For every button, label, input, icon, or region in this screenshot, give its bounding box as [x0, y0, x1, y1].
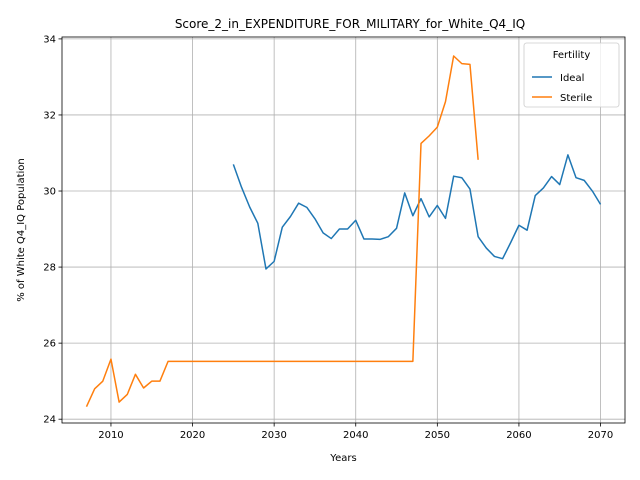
x-tick-label: 2040	[343, 430, 368, 441]
series-line-ideal	[232, 154, 602, 270]
x-tick-label: 2010	[98, 430, 123, 441]
legend: Fertility Ideal Sterile	[523, 42, 620, 108]
y-tick-label: 28	[43, 263, 56, 274]
axis-ticks: 2010 2020 2030 2040 2050 2060 2070 24 26 28 30 32 34	[43, 34, 613, 441]
legend-box	[523, 42, 620, 108]
plot-frame	[61, 36, 626, 424]
legend-label-sterile: Sterile	[560, 93, 592, 104]
x-tick-label: 2050	[425, 430, 450, 441]
grid	[62, 37, 625, 423]
y-tick-label: 32	[43, 110, 56, 121]
y-axis-label: % of White Q4_IQ Population	[16, 158, 27, 302]
x-tick-label: 2020	[180, 430, 205, 441]
y-tick-label: 30	[43, 187, 56, 198]
series-lines	[85, 55, 602, 407]
y-tick-label: 34	[43, 34, 56, 45]
legend-title: Fertility	[553, 50, 591, 61]
series-line-sterile	[85, 55, 479, 407]
y-tick-label: 24	[43, 415, 56, 426]
x-tick-label: 2070	[588, 430, 613, 441]
x-tick-label: 2030	[261, 430, 286, 441]
chart-title: Score_2_in_EXPENDITURE_FOR_MILITARY_for_…	[175, 17, 525, 31]
x-axis-label: Years	[329, 453, 356, 464]
x-tick-label: 2060	[506, 430, 531, 441]
legend-label-ideal: Ideal	[560, 73, 584, 84]
y-tick-label: 26	[43, 339, 56, 350]
